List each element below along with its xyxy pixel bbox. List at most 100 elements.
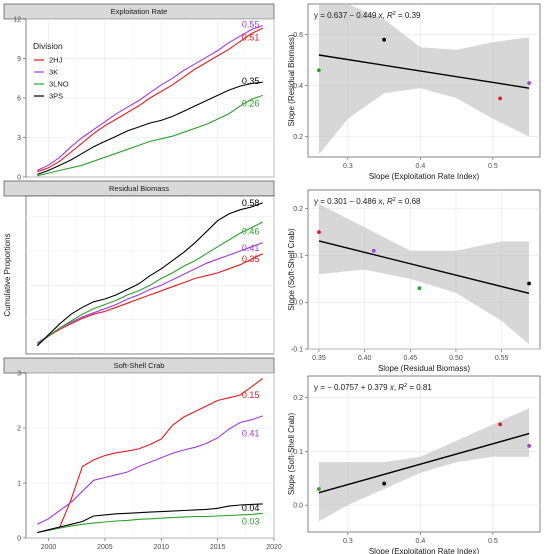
y-tick-label: 0.2 (293, 395, 303, 402)
regression-equation: y = 0.301 − 0.486 x, R2 = 0.68 (314, 197, 421, 206)
y-tick-label: 2 (17, 426, 21, 433)
equation-suffix: = 0.81 (407, 383, 432, 392)
end-value-label: 0.15 (242, 390, 260, 400)
y-tick-label: -0.1 (291, 347, 303, 354)
equation-r: R (387, 197, 393, 206)
equation-prefix: y = 0.637 − 0.449 (314, 11, 379, 20)
x-tick-label: 0.45 (403, 355, 417, 362)
x-axis-title: Slope (Exploitation Rate Index) (369, 547, 480, 554)
x-tick-label: 2010 (153, 544, 169, 551)
point-3K (527, 81, 532, 85)
confidence-band (319, 204, 529, 345)
x-tick-label: 0.50 (449, 355, 463, 362)
y-tick-label: 0 (17, 536, 21, 543)
facet-strip-label: Residual Biomass (109, 184, 169, 193)
y-tick-label: 0 (17, 175, 21, 182)
x-tick-label: 2015 (210, 544, 226, 551)
y-tick-label: 0.1 (293, 449, 303, 456)
equation-prefix: y = 0.301 − 0.486 (314, 197, 379, 206)
confidence-band (318, 4, 530, 155)
y-tick-label: 1 (17, 481, 21, 488)
series-line-3LNO (37, 94, 263, 177)
equation-r: R (398, 383, 404, 392)
equation-sup: 2 (404, 383, 407, 389)
end-value-label: 0.35 (242, 76, 260, 86)
legend-entry: 3K (49, 68, 58, 77)
legend-entry: 3PS (49, 92, 63, 101)
point-3LNO (316, 68, 321, 73)
equation-sup: 2 (393, 11, 396, 17)
point-3PS (382, 37, 387, 42)
point-2HJ (317, 230, 321, 234)
series-line-3PS (37, 81, 263, 175)
end-value-label: 0.04 (242, 503, 260, 513)
x-tick-label: 0.5 (488, 163, 498, 170)
regression-line (318, 432, 530, 494)
x-tick-label: 0.40 (358, 355, 372, 362)
regression-equation: y = 0.637 − 0.449 x, R2 = 0.39 (314, 11, 421, 20)
series-line-3PS (37, 503, 263, 534)
series-line-2HJ (37, 27, 263, 173)
series-line-3K (37, 415, 263, 525)
equation-mid: , (383, 11, 387, 20)
equation-r: R (387, 11, 393, 20)
scatter-panel-1: 0.35 0.40 0.45 0.50 0.55 -0.1 0.0 0.1 0.2 y = 0.3… (287, 189, 541, 373)
equation-sup: 2 (393, 197, 396, 203)
end-value-label: 0.51 (242, 32, 260, 42)
y-axis-title: Slope (Soft-Shell Crab) (287, 413, 296, 496)
series-line-3LNO (36, 221, 263, 345)
series-line-3PS (36, 202, 263, 347)
point-2HJ (498, 96, 503, 101)
y-axis-title: Slope (Soft-Shell Crab) (287, 228, 296, 311)
y-tick-label: 9 (17, 56, 21, 63)
equation-mid: , (394, 383, 398, 392)
x-tick-label: 2000 (41, 544, 57, 551)
series-line-3K (37, 25, 263, 171)
facet-panel-1: Residual Biomass 0.58 0.46 0.410.35 (3, 180, 275, 355)
legend-entry: 2HJ (49, 56, 63, 65)
end-value-label: 0.41 (242, 429, 260, 439)
y-tick-label: 12 (13, 17, 21, 24)
end-value-label: 0.41 (242, 243, 260, 253)
point-3K (371, 248, 376, 253)
regression-equation: y = − 0.0757 + 0.379 x, R2 = 0.81 (314, 383, 432, 392)
series-line-3K (37, 242, 263, 344)
point-3K (527, 444, 532, 448)
plot-area (25, 372, 275, 539)
x-tick-label: 2020 (266, 544, 282, 551)
x-tick-label: 0.35 (312, 355, 326, 362)
y-tick-label: 0.2 (293, 206, 303, 213)
confidence-band (318, 408, 530, 522)
equation-suffix: = 0.39 (396, 11, 421, 20)
end-value-label: 0.26 (242, 98, 260, 108)
y-tick-label: 0.0 (293, 503, 303, 510)
y-tick-label: 0.0 (293, 300, 303, 307)
end-value-label: 0.58 (242, 198, 260, 208)
equation-var: x (378, 11, 384, 20)
scatter-panel-0: 0.3 0.4 0.5 0.2 0.4 0.6 y = 0.637 − 0.449 x, R… (287, 3, 541, 181)
series-line-2HJ (37, 253, 263, 344)
end-value-label: 0.46 (242, 227, 260, 237)
end-value-label: 0.35 (242, 254, 260, 264)
facet-strip-label: Soft-Shell Crab (114, 361, 165, 370)
x-axis-title: Slope (Residual Biomass) (378, 364, 470, 373)
y-tick-label: 0.4 (293, 83, 303, 90)
y-tick-label: 0.2 (293, 134, 303, 141)
y-tick-label: 6 (17, 96, 21, 103)
series-line-2HJ (37, 378, 264, 534)
legend-title: Division (33, 41, 63, 51)
series-line-3LNO (37, 512, 263, 534)
end-value-label: 0.03 (242, 517, 260, 527)
legend: Division 2HJ 3K 3LNO 3PS (33, 41, 69, 101)
y-axis-title: Slope (Residual Biomass) (287, 34, 296, 126)
point-3LNO (316, 487, 321, 491)
x-tick-label: 0.5 (488, 538, 498, 545)
y-tick-label: 0.1 (293, 253, 303, 260)
y-tick-label: 3 (17, 135, 21, 142)
facet-panel-0: Exploitation Rate 0 3 6 9 12 0.55 0.51 0.35 0.26 (3, 3, 275, 182)
point-3LNO (417, 286, 422, 291)
equation-var: x (389, 383, 395, 392)
equation-prefix: y = − 0.0757 + 0.379 (314, 383, 390, 392)
facet-panel-2: Soft-Shell Crab 0 1 2 3 2000 2005 2010 2015 2020 0… (3, 357, 282, 551)
x-tick-label: 0.4 (416, 538, 426, 545)
